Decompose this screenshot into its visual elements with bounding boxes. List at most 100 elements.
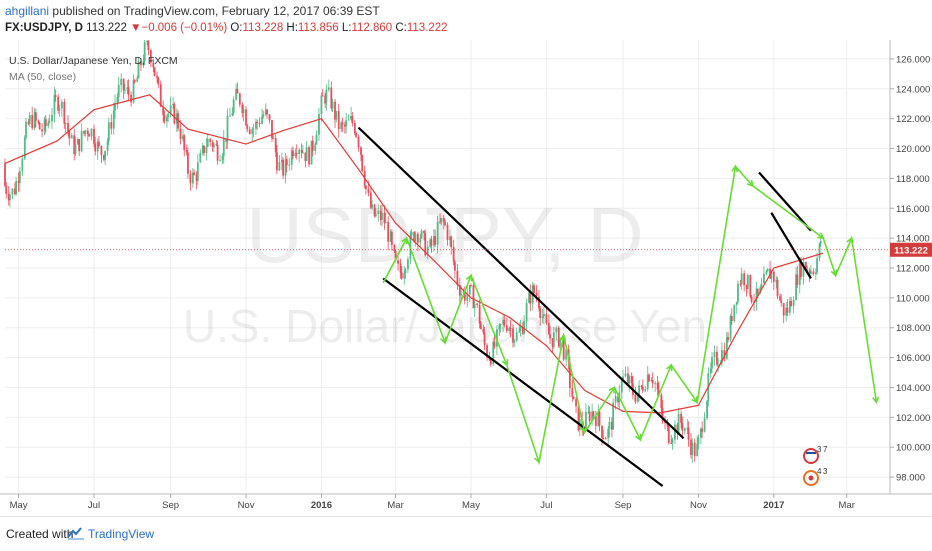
candle-body (735, 301, 738, 305)
candle-body (713, 351, 716, 357)
candle-body (28, 115, 31, 125)
candle-body (720, 350, 723, 363)
candle-body (116, 97, 119, 103)
candle-body (374, 213, 377, 217)
candle-body (300, 149, 303, 153)
candle-body (782, 302, 785, 316)
candle-body (337, 111, 340, 130)
candle-body (818, 243, 821, 259)
candle-body (321, 95, 324, 97)
time-axis[interactable] (0, 493, 932, 516)
candle-body (749, 274, 752, 297)
candle-body (73, 135, 76, 155)
watermark-symbol: USDJPY, D (246, 191, 643, 279)
legend-ma[interactable]: MA (50, close) (9, 71, 76, 83)
candle-body (486, 345, 488, 358)
candle-body (812, 271, 815, 275)
svg-text:113.222: 113.222 (894, 245, 928, 256)
candle-body (133, 80, 136, 82)
candle-body (450, 236, 453, 248)
trend-channel-lines[interactable] (357, 126, 812, 487)
candle-body (17, 181, 20, 184)
y-tick-label: 122.000 (896, 114, 930, 125)
candle-body (737, 283, 739, 302)
candle-body (136, 78, 139, 82)
x-tick-label: Sep (615, 500, 632, 511)
candle-body (132, 80, 135, 103)
candle-body (423, 230, 425, 234)
event-badges[interactable]: 3 7 4 3 (803, 445, 828, 486)
candle-body (796, 274, 799, 285)
candle-body (122, 78, 125, 91)
candle-body (83, 131, 86, 134)
published-text: published on TradingView.com, February 1… (52, 4, 380, 18)
candle-body (282, 159, 285, 176)
candle-body (183, 135, 186, 151)
candle-body (745, 285, 748, 289)
candle-body (88, 134, 90, 137)
last-price-tag: 113.222 (890, 242, 932, 257)
y-tick-label: 116.000 (896, 204, 930, 215)
candle-body (617, 396, 619, 403)
candle-body (153, 67, 156, 76)
candle-body (766, 268, 769, 272)
us-flag-icon[interactable] (803, 448, 819, 464)
candle-body (222, 138, 225, 156)
candle-body (727, 337, 729, 340)
price-axis[interactable] (889, 40, 932, 494)
candle-body (436, 221, 439, 245)
candle-body (551, 338, 554, 348)
candle-body (697, 437, 700, 444)
author-link[interactable]: ahgillani (5, 4, 50, 18)
candle-body (716, 351, 718, 365)
us-event-count: 3 (817, 445, 822, 454)
candle-body (709, 368, 712, 374)
candle-body (7, 194, 10, 201)
candle-body (493, 341, 496, 347)
candle-body (468, 285, 471, 295)
candle-body (555, 327, 558, 333)
price-axis-labels: 98.000 100.000 102.000 104.000 106.000 108.00… (890, 54, 930, 484)
candle-body (410, 232, 413, 236)
candle-body (440, 218, 443, 223)
candle-body (104, 150, 107, 160)
price-chart[interactable]: USDJPY, D U.S. Dollar/Japanese Yen 98.00… (0, 40, 932, 516)
candle-body (221, 155, 224, 161)
projection-path[interactable] (382, 164, 878, 466)
symbol-label[interactable]: FX:USDJPY, D (5, 22, 83, 34)
candle-body (701, 428, 704, 432)
candle-body (518, 331, 521, 333)
candle-body (489, 359, 492, 365)
candle-body (610, 421, 613, 430)
candle-body (802, 262, 805, 277)
candle-body (285, 159, 288, 166)
candle-body (256, 121, 259, 123)
candle-body (503, 320, 506, 326)
candle-body (311, 140, 314, 151)
candle-body (460, 293, 462, 296)
candle-body (482, 329, 485, 333)
candle-body (225, 138, 228, 142)
candle-body (266, 109, 268, 115)
low-value: 112.860 (351, 22, 393, 34)
candle-body (367, 189, 370, 193)
candle-body (371, 204, 374, 208)
candle-body (462, 290, 465, 294)
trend-line-0 (357, 126, 685, 440)
arrowhead (830, 269, 838, 278)
candle-body (9, 194, 11, 201)
candle-body (585, 411, 587, 430)
tradingview-brand-link[interactable]: TradingView (88, 527, 155, 541)
y-tick-label: 114.000 (896, 234, 930, 245)
arrowhead (608, 386, 616, 394)
candle-body (149, 50, 152, 63)
candle-body (241, 104, 244, 114)
candle-body (541, 316, 544, 319)
candle-body (693, 442, 696, 456)
candle-body (399, 263, 402, 273)
tradingview-logo-icon[interactable] (67, 526, 85, 540)
candle-body (677, 413, 680, 433)
candle-body (739, 283, 742, 285)
candle-body (472, 285, 475, 309)
candle-body (54, 95, 57, 97)
